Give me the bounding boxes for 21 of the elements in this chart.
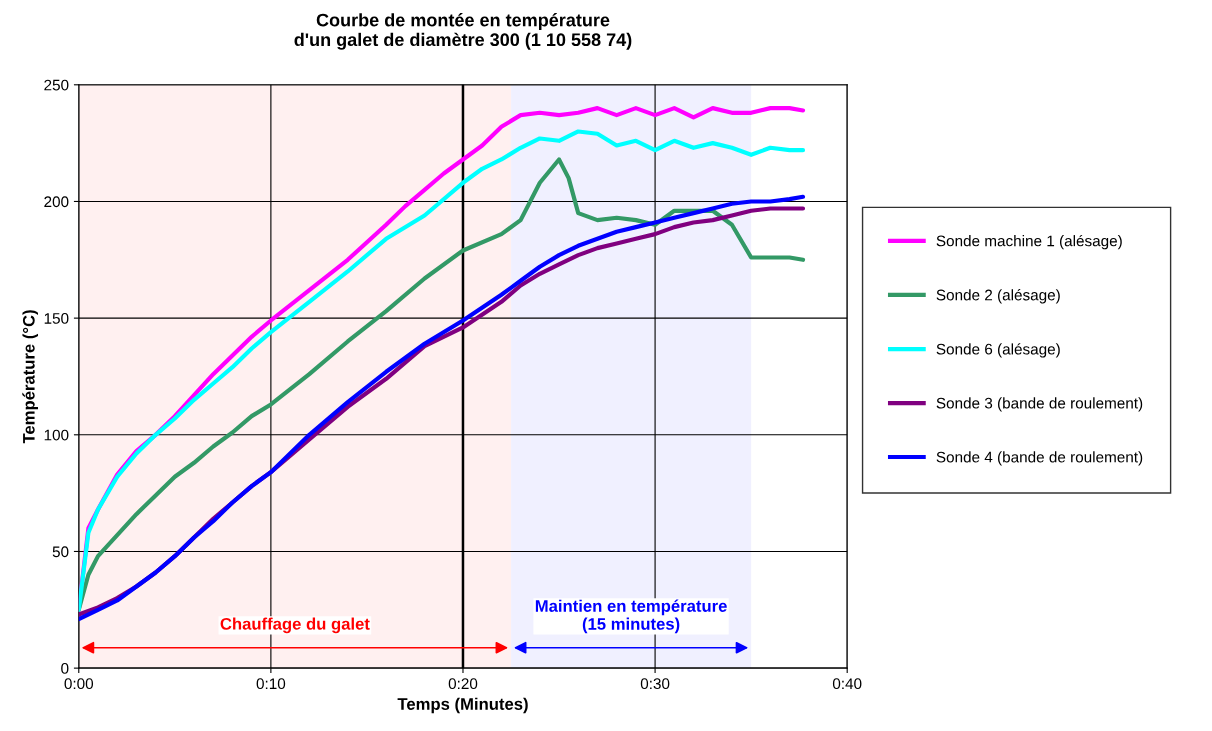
- band-label: Chauffage du galet: [220, 617, 370, 634]
- x-tick-label: 0:20: [448, 678, 478, 690]
- x-tick-label: 0:00: [64, 678, 94, 690]
- legend-label: Sonde 6 (alésage): [936, 343, 1060, 358]
- x-tick-label: 0:10: [256, 678, 286, 690]
- y-tick-label: 150: [44, 313, 69, 324]
- y-tick-label: 0: [61, 663, 69, 674]
- x-tick-label: 0:40: [832, 678, 862, 690]
- y-axis-title: Température (°C): [22, 310, 39, 444]
- x-axis-title: Temps (Minutes): [397, 697, 528, 714]
- y-tick-label: 200: [44, 196, 69, 208]
- y-tick-label: 100: [44, 429, 69, 441]
- legend-label: Sonde machine 1 (alésage): [936, 234, 1122, 250]
- y-tick-label: 250: [44, 79, 69, 91]
- chart-title: Courbe de montée en température d'un galet de diamètre 300 (1 10 558 74): [294, 13, 632, 50]
- legend-label: Sonde 3 (bande de roulement): [936, 397, 1143, 412]
- legend-label: Sonde 4 (bande de roulement): [936, 451, 1143, 466]
- y-tick-label: 50: [52, 546, 69, 558]
- band-label: Maintien en température (15 minutes): [535, 599, 727, 634]
- legend-label: Sonde 2 (alésage): [936, 289, 1060, 304]
- x-tick-label: 0:30: [640, 678, 670, 690]
